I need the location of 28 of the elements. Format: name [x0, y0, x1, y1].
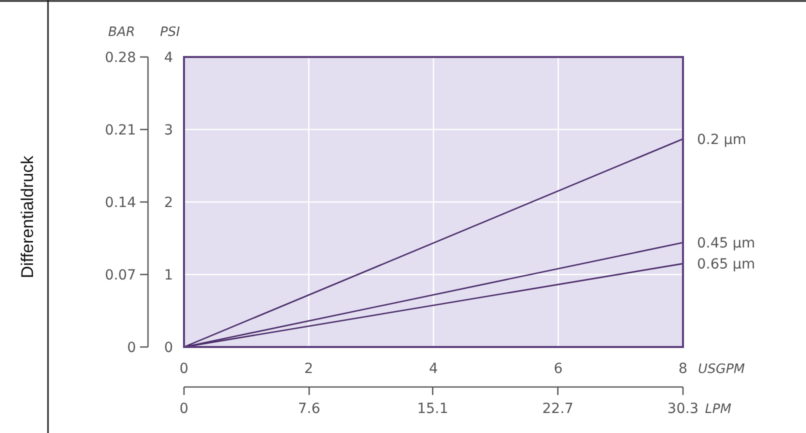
y-tick-label: 0.07: [104, 268, 136, 284]
y2-tick-label: 2: [164, 195, 173, 211]
x2-tick-label: 15.1: [417, 401, 448, 417]
series-label: 0.65 µm: [697, 256, 756, 273]
x2-tick-label: 30.3: [667, 401, 699, 417]
y-tick-label: 0.21: [104, 122, 136, 138]
x-tick-label: 6: [554, 361, 563, 377]
y-tick-label: 0.28: [104, 50, 136, 66]
y2-tick-label: 4: [164, 50, 174, 66]
x2-axis-title: LPM: [705, 402, 732, 417]
x-tick-label: 8: [678, 361, 688, 377]
y2-tick-label: 3: [164, 122, 173, 138]
y2-tick-label: 1: [164, 268, 173, 284]
x-axis-title: USGPM: [698, 362, 745, 377]
y-tick-label: 0.14: [104, 195, 136, 211]
text: BAR: [108, 25, 135, 40]
x2-tick-label: 22.7: [542, 401, 574, 417]
x2-tick-label: 7.6: [298, 401, 320, 417]
series-label: 0.2 µm: [697, 132, 746, 148]
x-tick-label: 4: [429, 361, 438, 377]
y2-axis-title: PSI: [160, 25, 180, 40]
y-axis-title: Differentialdruck: [18, 155, 37, 278]
x-tick-label: 2: [304, 361, 314, 377]
x-tick-label: 0: [180, 361, 188, 377]
y-tick-label: 0: [127, 340, 136, 356]
y2-tick-label: 0: [164, 340, 173, 356]
series-label: 0.45 µm: [697, 236, 756, 252]
x2-tick-label: 0: [180, 401, 188, 417]
